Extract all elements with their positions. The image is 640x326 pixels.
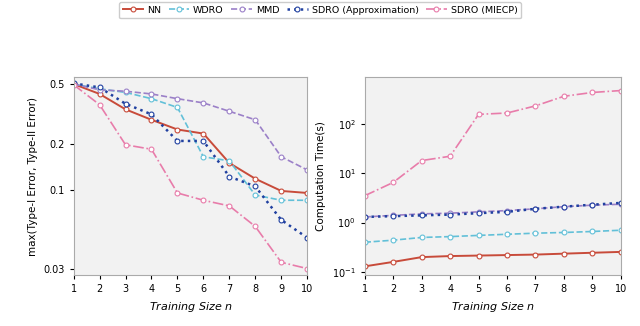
Y-axis label: max(Type-I Error, Type-II Error): max(Type-I Error, Type-II Error) bbox=[28, 96, 38, 256]
Legend: NN, WDRO, MMD, SDRO (Approximation), SDRO (MIECP): NN, WDRO, MMD, SDRO (Approximation), SDR… bbox=[119, 2, 521, 19]
X-axis label: Training Size $n$: Training Size $n$ bbox=[148, 300, 232, 314]
Y-axis label: Computation Time(s): Computation Time(s) bbox=[316, 121, 326, 231]
X-axis label: Training Size $n$: Training Size $n$ bbox=[451, 300, 534, 314]
